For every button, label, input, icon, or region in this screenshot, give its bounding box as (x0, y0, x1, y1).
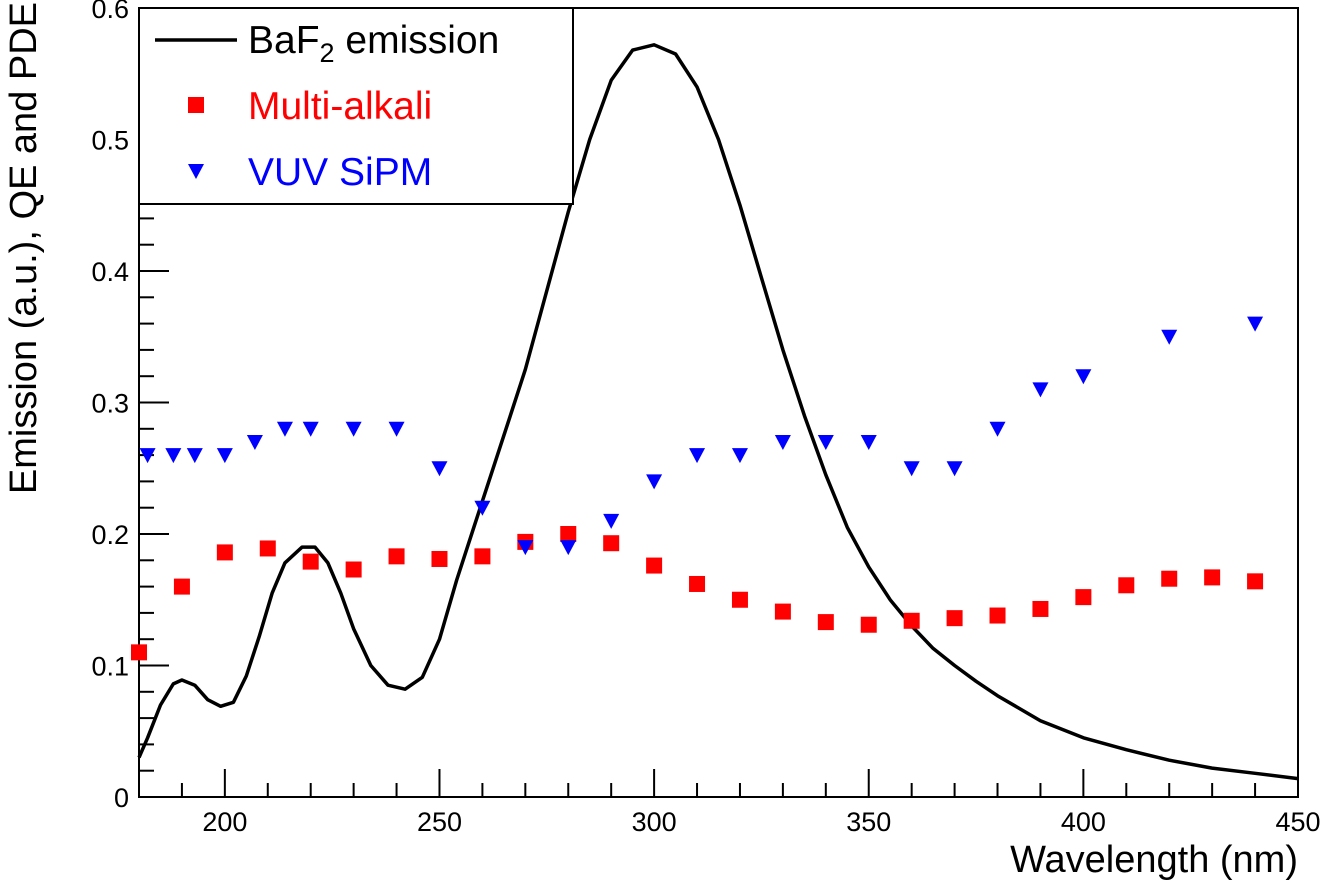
vuv-sipm-point (216, 448, 233, 464)
multi-alkali-point (1247, 573, 1264, 590)
vuv-sipm-point (139, 448, 156, 464)
vuv-sipm-point (165, 448, 182, 464)
vuv-sipm-point (731, 448, 748, 464)
vuv-sipm-point (603, 513, 620, 529)
multi-alkali-point (989, 607, 1006, 624)
vuv-sipm-point (774, 434, 791, 450)
y-tick-label: 0 (114, 783, 129, 813)
series-layer (131, 43, 1299, 781)
vuv-sipm-point (1075, 369, 1092, 385)
multi-alkali-point (474, 548, 491, 565)
legend-square-swatch (188, 97, 204, 113)
vuv-sipm-point (860, 434, 877, 450)
legend-label-vuvsipm: VUV SiPM (248, 151, 432, 194)
vuv-sipm-point (817, 434, 834, 450)
x-tick-label: 200 (202, 807, 247, 837)
multi-alkali-point (302, 553, 319, 570)
multi-alkali-point (560, 526, 577, 542)
y-tick-label: 0.5 (91, 126, 129, 156)
legend: BaF2 emission Multi-alkali VUV SiPM (138, 7, 574, 205)
x-tick-label: 350 (846, 807, 891, 837)
vuv-sipm-point (1032, 382, 1049, 398)
tick-labels: 0 0.1 0.2 0.3 0.4 0.5 0.6 200 250 300 350 400 450 (91, 0, 1320, 837)
vuv-sipm-point (903, 461, 920, 477)
y-tick-label: 0.2 (91, 520, 129, 550)
multi-alkali-point (946, 610, 963, 627)
vuv-sipm-point (946, 461, 963, 477)
multi-alkali-point (131, 644, 147, 661)
vuv-sipm-point (186, 448, 203, 464)
vuv-sipm-point (246, 434, 263, 450)
x-axis-title: Wavelength (nm) (1010, 839, 1298, 881)
multi-alkali-point (1204, 569, 1221, 586)
multi-alkali-point (689, 575, 706, 592)
y-tick-label: 0.4 (91, 257, 129, 287)
multi-alkali-point (603, 535, 620, 552)
multi-alkali-point (259, 540, 276, 557)
multi-alkali-point (1118, 577, 1135, 594)
vuv-sipm-point (1161, 329, 1178, 345)
vuv-sipm-point (646, 474, 663, 490)
vuv-sipm-point (276, 421, 293, 437)
vuv-sipm-point (474, 500, 491, 516)
vuv-sipm-point (388, 421, 405, 437)
vuv-sipm-point (1247, 316, 1264, 332)
multi-alkali-point (345, 561, 362, 578)
multi-alkali-point (860, 616, 877, 633)
y-axis-title: Emission (a.u.), QE and PDE (3, 2, 45, 494)
y-tick-label: 0.3 (91, 389, 129, 419)
multi-alkali-point (903, 612, 920, 629)
baf2-emission-line (137, 43, 1299, 781)
x-tick-label: 400 (1061, 807, 1106, 837)
vuv-sipm-point (560, 540, 577, 556)
legend-label-baf2: BaF2 emission (248, 19, 499, 68)
multi-alkali-point (431, 550, 448, 567)
y-tick-label: 0.6 (91, 0, 129, 24)
legend-triangle-swatch (188, 164, 204, 179)
multi-alkali-point (388, 548, 405, 565)
vuv-sipm-point (689, 448, 706, 464)
vuv-sipm-point (989, 421, 1006, 437)
vuv-sipm-point (517, 540, 534, 556)
multi-alkali-point (173, 578, 190, 595)
x-tick-label: 300 (632, 807, 677, 837)
multi-alkali-point (731, 591, 748, 608)
vuv-sipm-point (345, 421, 362, 437)
multi-alkali-point (774, 603, 791, 620)
x-tick-label: 450 (1275, 807, 1320, 837)
multi-alkali-point (646, 557, 663, 574)
multi-alkali-point (1161, 570, 1178, 587)
multi-alkali-point (817, 614, 834, 631)
vuv-sipm-point (302, 421, 319, 437)
legend-label-multialkali: Multi-alkali (248, 85, 432, 128)
multi-alkali-point (1032, 600, 1049, 617)
vuv-sipm-point (431, 461, 448, 477)
y-tick-label: 0.1 (91, 652, 129, 682)
multi-alkali-point (1075, 589, 1092, 606)
multi-alkali-point (216, 544, 233, 561)
x-tick-label: 250 (417, 807, 462, 837)
axis-ticks (138, 7, 1299, 798)
